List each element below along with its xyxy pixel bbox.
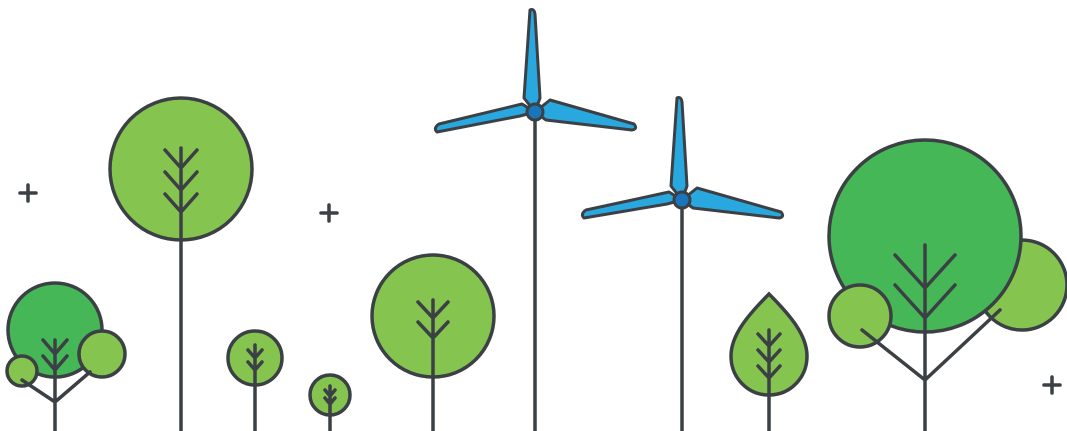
tree-tiny (310, 375, 350, 431)
tree-cluster-left (7, 283, 125, 431)
tree-small (228, 331, 282, 431)
tree-cluster-right (829, 140, 1067, 431)
illustration (0, 0, 1067, 431)
tree-leaf (731, 294, 807, 431)
tree-medium (372, 255, 494, 431)
tree-tall (110, 98, 252, 431)
